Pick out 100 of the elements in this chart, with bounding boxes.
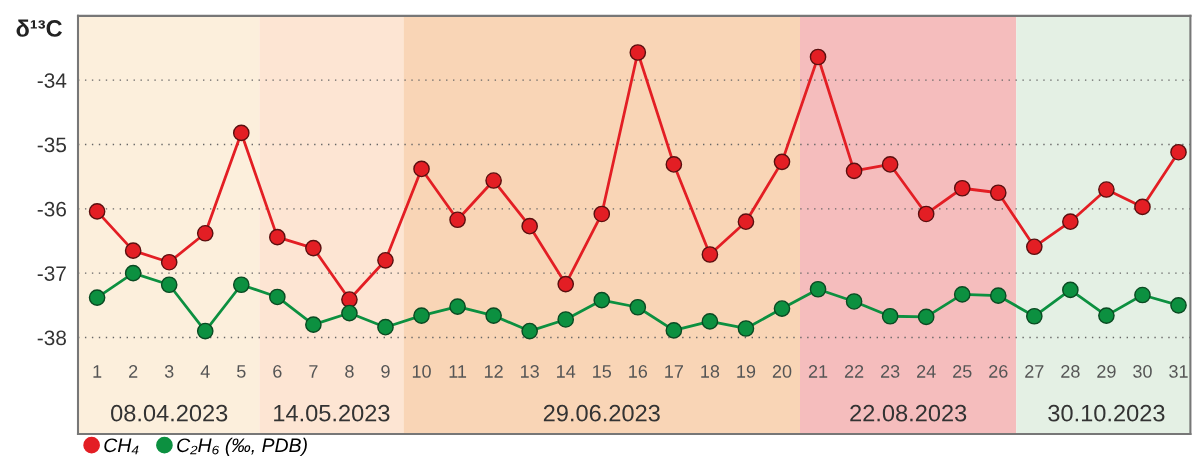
point bbox=[1170, 296, 1187, 314]
point bbox=[701, 313, 719, 330]
point bbox=[1134, 198, 1151, 216]
point bbox=[232, 124, 250, 142]
point bbox=[845, 162, 863, 180]
point bbox=[1134, 286, 1151, 304]
point bbox=[881, 307, 899, 325]
legend-label: C₂H₆ (‰, PDB) bbox=[177, 437, 307, 456]
x-tick-label: 18 bbox=[701, 365, 720, 378]
point bbox=[413, 160, 430, 178]
point bbox=[701, 246, 719, 263]
point bbox=[989, 287, 1007, 305]
point bbox=[773, 153, 791, 171]
point bbox=[809, 48, 827, 66]
point bbox=[665, 322, 683, 339]
x-tick-label: 12 bbox=[484, 365, 503, 378]
x-tick-label: 26 bbox=[989, 365, 1008, 378]
x-tick-label: 4 bbox=[200, 365, 210, 378]
x-tick-label: 22 bbox=[844, 365, 864, 378]
x-tick-label: 28 bbox=[1061, 365, 1080, 378]
point bbox=[377, 318, 394, 336]
x-tick-label: 30 bbox=[1133, 365, 1152, 378]
x-tick-label: 1 bbox=[93, 365, 102, 378]
x-tick-label: 29 bbox=[1097, 365, 1116, 378]
point bbox=[305, 239, 322, 257]
point bbox=[449, 211, 466, 229]
point bbox=[845, 293, 863, 310]
x-tick-label: 15 bbox=[593, 365, 612, 378]
point bbox=[557, 275, 575, 293]
point bbox=[773, 300, 791, 317]
point bbox=[1170, 143, 1187, 161]
x-tick-label: 17 bbox=[665, 365, 683, 378]
point bbox=[665, 156, 683, 173]
y-tick-label: -34 bbox=[37, 73, 67, 88]
point bbox=[1098, 181, 1115, 198]
point bbox=[160, 253, 178, 271]
y-tick-label: -35 bbox=[37, 137, 67, 153]
point bbox=[413, 307, 430, 324]
point bbox=[341, 291, 358, 308]
x-tick-label: 14 bbox=[557, 365, 576, 378]
point bbox=[629, 298, 647, 316]
point bbox=[88, 289, 106, 306]
point bbox=[557, 311, 575, 328]
point bbox=[269, 288, 286, 306]
point bbox=[124, 242, 142, 259]
band-label: 30.10.2023 bbox=[1048, 404, 1165, 422]
x-tick-label: 2 bbox=[129, 365, 138, 378]
x-tick-label: 25 bbox=[953, 365, 972, 378]
x-tick-label: 11 bbox=[449, 365, 467, 378]
x-tick-label: 5 bbox=[236, 365, 246, 378]
point bbox=[341, 304, 358, 322]
point bbox=[521, 322, 538, 340]
point bbox=[953, 179, 971, 197]
x-tick-label: 3 bbox=[164, 365, 174, 378]
band-label: 14.05.2023 bbox=[274, 404, 390, 422]
point bbox=[953, 286, 971, 303]
point bbox=[809, 280, 827, 298]
point bbox=[1062, 213, 1079, 231]
x-tick-label: 9 bbox=[381, 365, 390, 378]
x-tick-label: 19 bbox=[737, 365, 756, 378]
point bbox=[124, 264, 142, 282]
point bbox=[305, 316, 322, 333]
point bbox=[88, 203, 106, 220]
x-tick-label: 21 bbox=[808, 365, 828, 378]
point bbox=[629, 44, 647, 61]
point bbox=[521, 217, 538, 235]
x-tick-label: 27 bbox=[1025, 365, 1044, 378]
point bbox=[1098, 307, 1115, 324]
point bbox=[485, 172, 502, 189]
x-tick-label: 10 bbox=[412, 365, 431, 378]
y-tick-label: -38 bbox=[37, 330, 66, 346]
x-tick-label: 8 bbox=[345, 365, 354, 378]
point bbox=[1062, 281, 1079, 299]
point bbox=[737, 213, 755, 231]
point bbox=[196, 224, 214, 242]
point bbox=[196, 322, 214, 340]
x-tick-label: 31 bbox=[1169, 365, 1188, 378]
y-tick-label: -37 bbox=[37, 266, 66, 281]
legend-label: CH₄ bbox=[104, 438, 139, 455]
point bbox=[593, 291, 611, 309]
x-tick-label: 20 bbox=[772, 365, 792, 378]
point bbox=[160, 276, 178, 294]
point bbox=[593, 205, 611, 223]
x-tick-label: 7 bbox=[309, 365, 318, 378]
point bbox=[989, 184, 1007, 202]
x-tick-label: 24 bbox=[917, 365, 936, 378]
x-tick-label: 23 bbox=[881, 365, 900, 378]
point bbox=[917, 308, 935, 326]
x-tick-label: 6 bbox=[273, 365, 282, 378]
band-label: 08.04.2023 bbox=[111, 404, 228, 422]
point bbox=[232, 276, 250, 294]
x-tick-label: 13 bbox=[521, 365, 539, 378]
band-label: 22.08.2023 bbox=[850, 404, 967, 422]
point bbox=[917, 205, 935, 223]
point bbox=[377, 251, 394, 269]
point bbox=[449, 298, 466, 315]
point bbox=[485, 307, 502, 324]
point bbox=[881, 156, 899, 173]
point bbox=[737, 320, 755, 337]
point bbox=[1025, 238, 1043, 256]
